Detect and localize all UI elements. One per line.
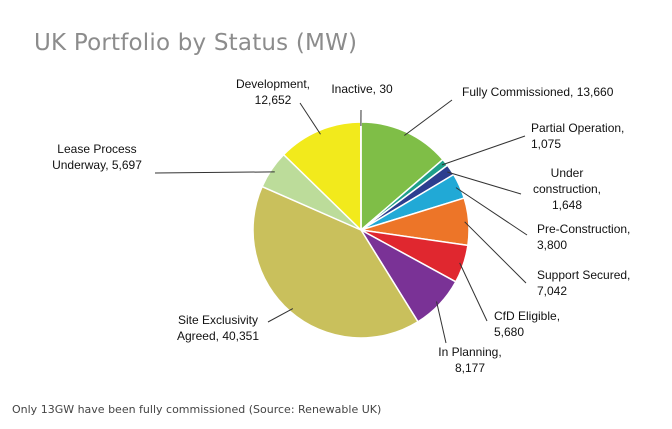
pie-chart: Fully Commissioned, 13,660 Partial Operat… <box>52 77 630 375</box>
leader-line-fully-commissioned <box>404 99 453 136</box>
slice-fully-commissioned <box>360 121 444 232</box>
pie-slices <box>252 121 470 339</box>
leader-line-in-planning <box>436 301 447 344</box>
leader-lines <box>154 99 528 344</box>
label-under-construction: Under construction, 1,648 <box>533 166 601 212</box>
leader-line-development <box>299 102 321 135</box>
label-lease-process-underway: Lease Process Underway, 5,697 <box>52 142 142 172</box>
leader-line-under-construction <box>447 171 522 195</box>
label-partial-operation: Partial Operation, 1,075 <box>531 121 624 151</box>
figure-caption: Only 13GW have been fully commissioned (… <box>12 403 382 416</box>
leader-line-support-secured <box>464 221 527 284</box>
slice-labels: Fully Commissioned, 13,660 Partial Operat… <box>52 77 630 375</box>
label-in-planning: In Planning, 8,177 <box>438 345 501 375</box>
leader-line-partial-operation <box>441 135 526 166</box>
label-cfd-eligible: CfD Eligible, 5,680 <box>494 309 560 339</box>
leader-line-site-exclusivity-agreed <box>267 308 294 323</box>
label-pre-construction: Pre-Construction, 3,800 <box>537 222 630 252</box>
label-development: Development, 12,652 <box>236 77 310 107</box>
label-fully-commissioned: Fully Commissioned, 13,660 <box>462 85 614 99</box>
leader-line-cfd-eligible <box>459 262 488 322</box>
slice-site-exclusivity-agreed <box>252 185 419 339</box>
slice-development <box>282 121 362 232</box>
label-inactive: Inactive, 30 <box>331 82 393 96</box>
leader-line-lease-process-underway <box>154 171 275 174</box>
label-site-exclusivity-agreed: Site Exclusivity Agreed, 40,351 <box>177 313 259 343</box>
leader-line-pre-construction <box>455 187 528 236</box>
label-support-secured: Support Secured, 7,042 <box>537 268 630 298</box>
chart-title: UK Portfolio by Status (MW) <box>34 30 358 56</box>
